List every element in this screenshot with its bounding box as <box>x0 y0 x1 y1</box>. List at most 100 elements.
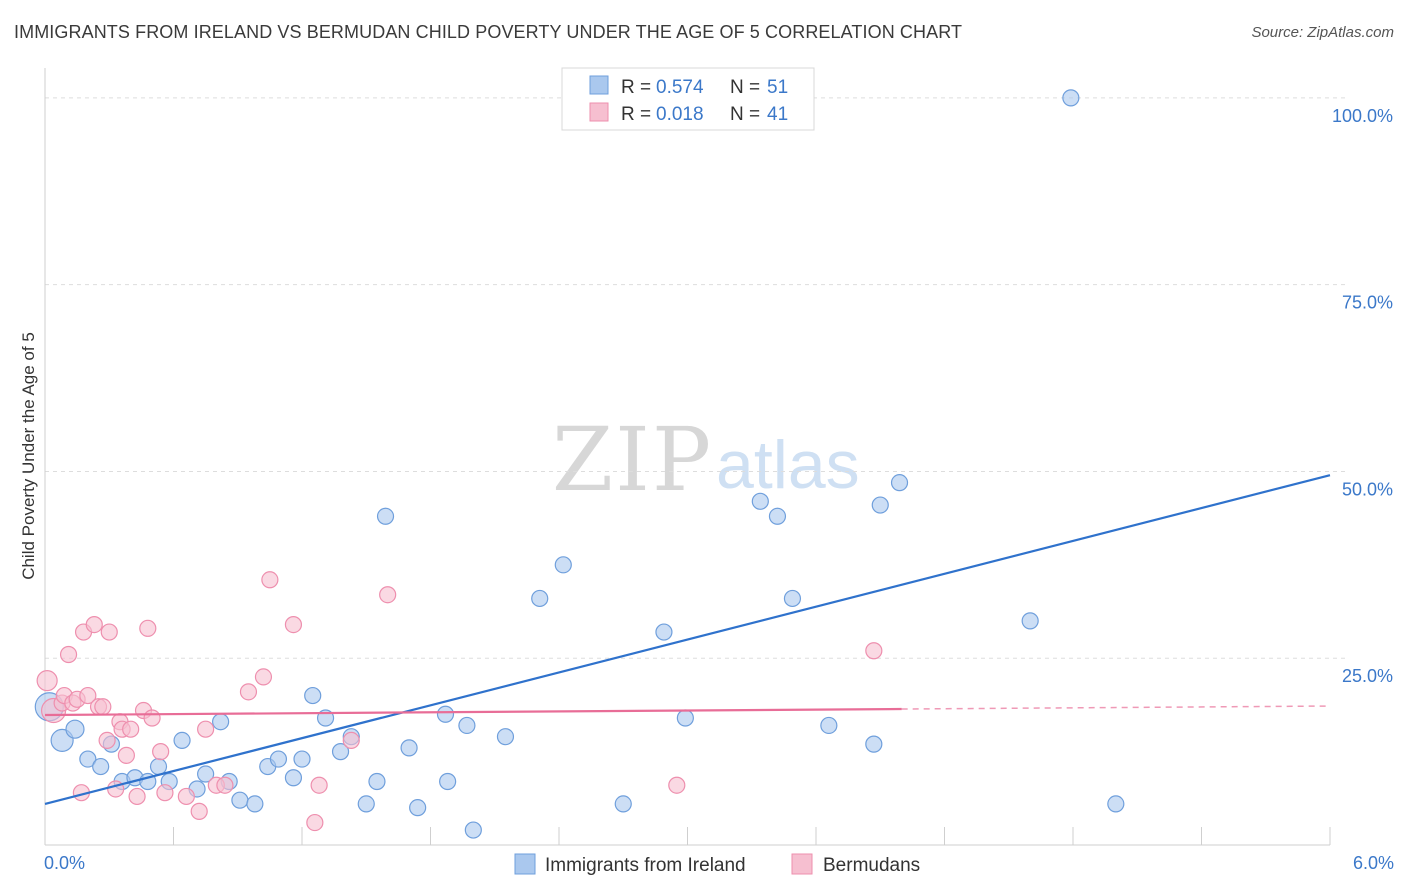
point-bermudan <box>190 802 208 820</box>
legend-n-label-1: N = <box>730 104 765 125</box>
point-ireland <box>331 743 350 761</box>
point-bermudan <box>261 571 279 589</box>
point-ireland <box>92 757 110 776</box>
series-immigrants-from-ireland <box>34 89 1125 839</box>
point-ireland <box>400 739 418 757</box>
y-tick-label: 50.0% <box>1342 479 1393 499</box>
point-ireland <box>246 795 264 813</box>
point-bermudan <box>306 813 324 832</box>
top-legend: R = 0.574 N = 51 R = 0.018 N = 41 <box>561 67 815 131</box>
point-ireland <box>751 492 769 510</box>
bottom-legend-label-bermudans: Bermudans <box>823 855 920 876</box>
point-ireland <box>871 496 889 514</box>
point-ireland <box>1021 612 1039 630</box>
point-ireland <box>890 474 909 492</box>
point-bermudan <box>79 686 97 705</box>
gridlines <box>45 97 1345 659</box>
x-tick-label-max: 6.0% <box>1353 853 1394 873</box>
point-ireland <box>554 556 572 574</box>
trend-line-ireland <box>44 474 1331 805</box>
point-ireland <box>436 705 455 723</box>
watermark-zip: ZIP <box>552 408 713 511</box>
point-bermudan <box>36 670 58 692</box>
bottom-legend-swatch-pink <box>791 853 813 875</box>
point-ireland <box>149 757 168 776</box>
point-bermudan <box>59 645 78 664</box>
point-bermudan <box>197 720 215 738</box>
point-bermudan <box>342 731 360 750</box>
point-ireland <box>212 713 230 731</box>
point-bermudan <box>94 698 112 716</box>
bottom-legend-label-ireland: Immigrants from Ireland <box>545 855 746 876</box>
point-ireland <box>197 765 215 783</box>
y-tick-label: 25.0% <box>1342 666 1393 686</box>
point-bermudan <box>668 776 686 794</box>
bottom-legend-swatch-blue <box>514 853 536 875</box>
source-credit: Source: ZipAtlas.com <box>1251 24 1394 41</box>
point-bermudan <box>143 709 161 727</box>
point-bermudan <box>216 776 234 794</box>
point-bermudan <box>239 683 258 701</box>
point-bermudan <box>156 784 174 802</box>
y-tick-label: 100.0% <box>1332 106 1393 126</box>
point-bermudan <box>122 720 140 738</box>
legend-r-label-1: R = <box>621 104 656 125</box>
point-bermudan <box>117 746 135 764</box>
point-ireland <box>173 731 191 750</box>
point-ireland <box>783 589 802 608</box>
trend-line-bermudans-extension <box>901 705 1331 710</box>
point-ireland <box>458 716 476 735</box>
point-ireland <box>65 719 85 739</box>
point-ireland <box>614 795 632 813</box>
legend-r-value-0: 0.574 <box>656 77 704 98</box>
x-ticks <box>44 827 1331 845</box>
point-bermudan <box>139 619 157 637</box>
point-bermudan <box>379 586 397 604</box>
point-ireland <box>655 623 673 641</box>
point-ireland <box>231 791 249 809</box>
point-bermudan <box>254 668 273 686</box>
point-bermudan <box>284 616 303 634</box>
watermark: ZIP atlas <box>552 408 860 511</box>
point-bermudan <box>177 787 195 806</box>
legend-n-value-1: 41 <box>767 104 788 125</box>
legend-n-value-0: 51 <box>767 77 788 98</box>
x-tick-label-min: 0.0% <box>44 853 85 873</box>
point-ireland <box>865 735 883 753</box>
point-ireland <box>269 750 288 768</box>
legend-swatch-blue <box>589 75 609 95</box>
legend-r-value-1: 0.018 <box>656 104 704 125</box>
point-bermudan <box>85 616 103 634</box>
point-bermudan <box>310 776 328 794</box>
point-ireland <box>79 750 97 768</box>
legend-r-label-0: R = <box>621 77 656 98</box>
point-ireland <box>1107 795 1125 813</box>
chart-title: IMMIGRANTS FROM IRELAND VS BERMUDAN CHIL… <box>14 22 963 42</box>
point-ireland <box>376 507 395 525</box>
point-ireland <box>357 795 375 813</box>
bottom-legend: Immigrants from Ireland Bermudans <box>514 853 920 876</box>
point-ireland <box>820 716 838 735</box>
point-ireland <box>368 772 386 791</box>
point-bermudan <box>865 642 883 660</box>
legend-n-label-0: N = <box>730 77 765 98</box>
point-ireland <box>439 772 457 791</box>
point-ireland <box>284 769 303 787</box>
point-ireland <box>304 686 322 705</box>
point-bermudan <box>128 787 146 806</box>
legend-swatch-pink <box>589 102 609 122</box>
watermark-atlas: atlas <box>716 427 860 503</box>
point-ireland <box>531 589 549 608</box>
point-bermudan <box>100 623 118 641</box>
point-ireland <box>293 750 311 768</box>
y-tick-label: 75.0% <box>1342 293 1393 313</box>
y-axis-label: Child Poverty Under the Age of 5 <box>19 332 38 580</box>
point-ireland <box>768 507 787 525</box>
point-ireland <box>464 821 482 839</box>
y-tick-labels: 25.0% 50.0% 75.0% 100.0% <box>1332 106 1393 686</box>
point-bermudan <box>152 743 170 761</box>
trend-lines <box>44 474 1331 805</box>
point-ireland <box>496 728 515 746</box>
point-ireland <box>409 799 427 817</box>
